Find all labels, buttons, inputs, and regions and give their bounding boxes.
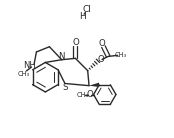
Polygon shape [89,83,99,87]
Text: NH: NH [23,61,36,70]
Text: O: O [97,55,104,64]
Text: O: O [72,38,79,47]
Text: O: O [98,39,105,48]
Text: O: O [86,90,93,99]
Text: S: S [63,83,68,92]
Text: N: N [58,52,65,61]
Text: CH₃: CH₃ [18,71,30,77]
Text: CH₃: CH₃ [115,52,127,58]
Text: CH₃: CH₃ [76,91,88,98]
Text: H: H [79,12,86,21]
Text: Cl: Cl [82,5,92,14]
